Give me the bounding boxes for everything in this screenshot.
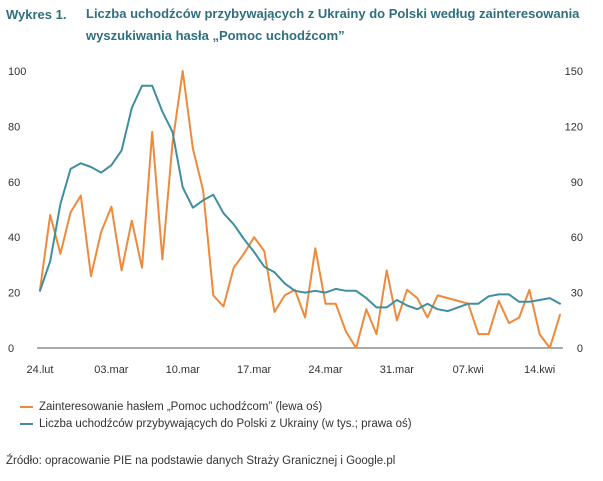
legend-label-refugees: Liczba uchodźców przybywających do Polsk… [39,417,412,430]
x-axis-tick-label: 03.mar [94,364,129,376]
right-axis-tick-label: 150 [565,66,583,78]
x-axis-tick-label: 24.mar [308,364,343,376]
chart-legend: Zainteresowanie hasłem „Pomoc uchodźcom”… [20,398,412,432]
left-axis-tick-label: 20 [8,288,20,300]
x-axis-tick-label: 24.lut [27,364,54,376]
legend-item-refugees: Liczba uchodźców przybywających do Polsk… [20,415,412,432]
x-axis-tick-label: 31.mar [380,364,415,376]
left-axis-tick-label: 0 [8,343,14,355]
x-axis-tick-label: 14.kwi [524,364,555,376]
line-chart: 0 20 40 60 80 100 0 30 60 90 120 150 24.lut 03.mar 10.… [8,66,583,376]
x-axis-tick-label: 07.kwi [453,364,484,376]
legend-swatch-teal [20,422,33,425]
source-note: Źródło: opracowanie PIE na podstawie dan… [6,455,396,467]
left-axis-tick-label: 40 [8,232,20,244]
x-axis-tick-label: 17.mar [237,364,272,376]
right-axis-tick-label: 0 [577,343,583,355]
right-axis-tick-label: 60 [571,232,583,244]
left-axis-tick-label: 60 [8,177,20,189]
left-axis-tick-label: 100 [8,66,26,78]
legend-label-interest: Zainteresowanie hasłem „Pomoc uchodźcom”… [39,400,323,413]
right-axis-tick-label: 30 [571,288,583,300]
series-line-refugees [39,84,561,313]
left-axis-tick-label: 80 [8,121,20,133]
series-line-interest [39,70,561,349]
x-axis-tick-label: 10.mar [166,364,201,376]
chart-title: Liczba uchodźców przybywających z Ukrain… [86,6,580,43]
right-axis-tick-label: 90 [571,177,583,189]
figure-label: Wykres 1. [6,7,67,22]
legend-item-interest: Zainteresowanie hasłem „Pomoc uchodźcom”… [20,398,412,415]
right-axis-tick-label: 120 [565,121,583,133]
legend-swatch-orange [20,405,33,408]
